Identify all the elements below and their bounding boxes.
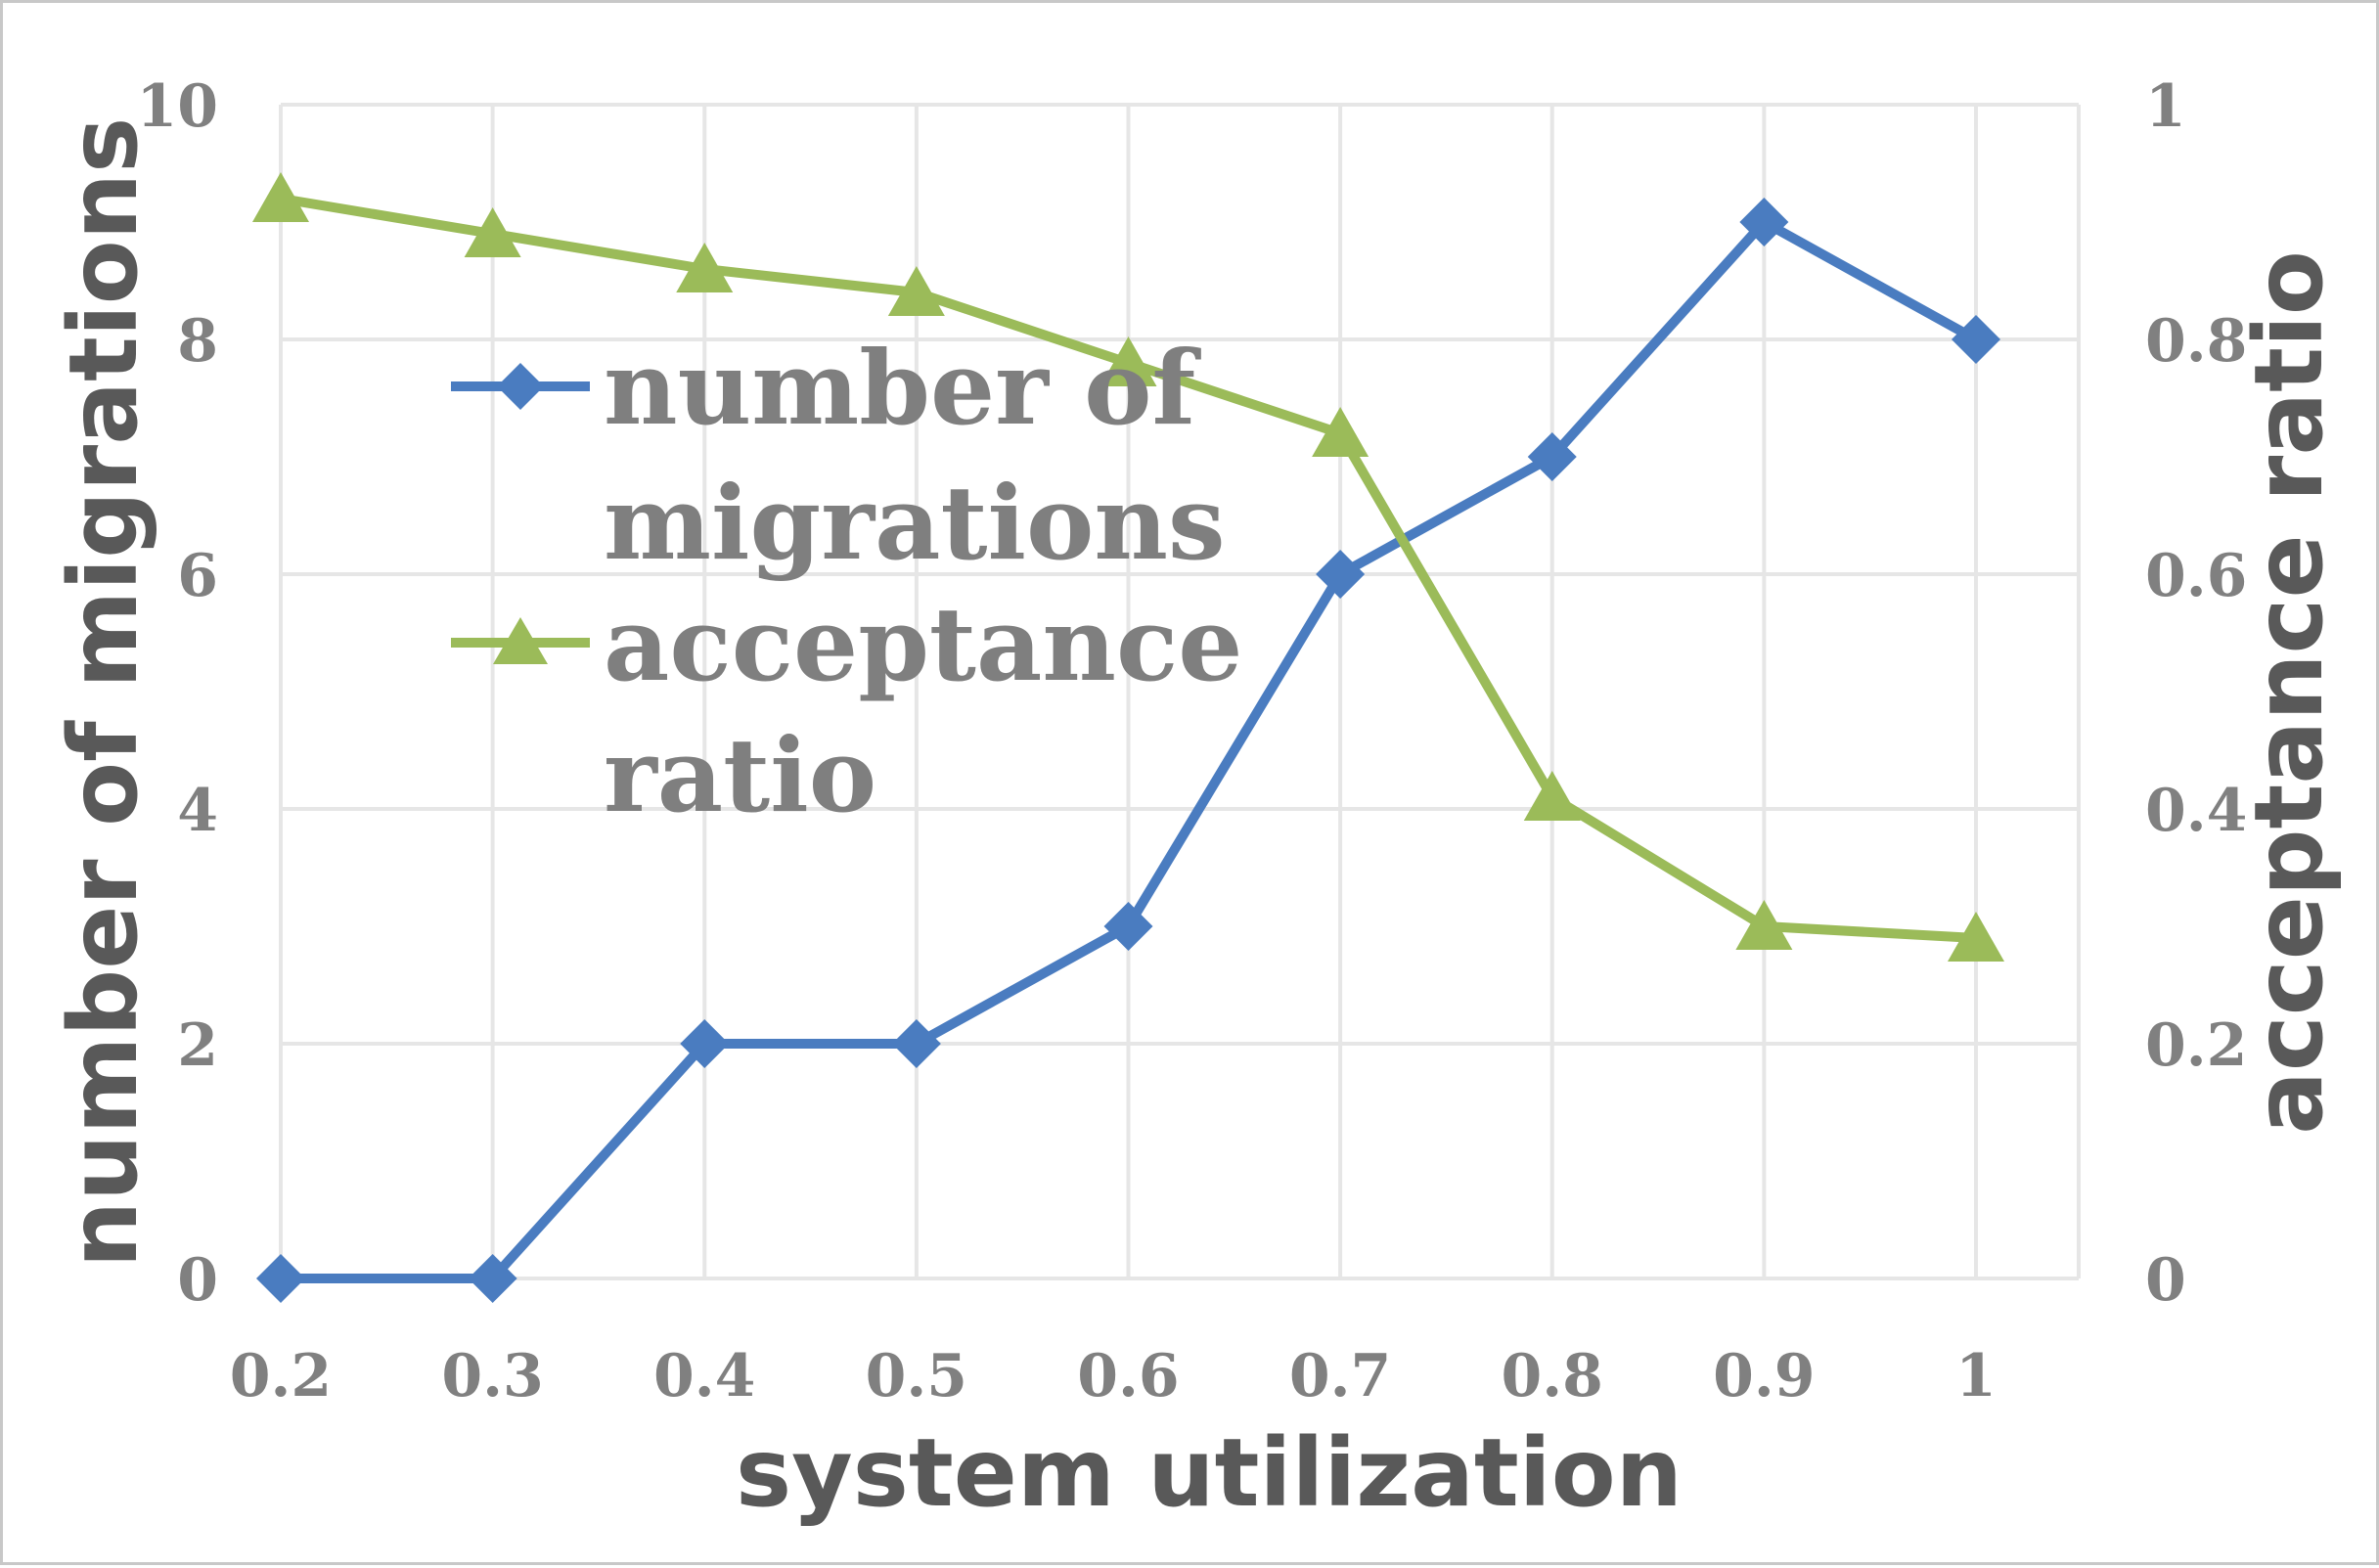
y-tick-label: 4 <box>177 777 218 845</box>
triangle-marker <box>1523 771 1581 821</box>
diamond-marker <box>256 1254 305 1303</box>
triangle-marker <box>1735 900 1793 950</box>
y-tick-label: 0 <box>177 1246 218 1315</box>
x-tick-label: 0.7 <box>1289 1342 1391 1411</box>
series-migrations <box>256 198 2000 1303</box>
y2-tick-label: 0.2 <box>2145 1011 2247 1080</box>
series-acceptance <box>252 172 2004 962</box>
y2-axis-title: acceptance ratio <box>2234 250 2344 1135</box>
diamond-marker <box>1527 432 1577 481</box>
triangle-marker <box>464 207 521 257</box>
triangle-marker <box>1312 407 1369 457</box>
left-axis-ticks: 0 2 4 6 8 10 <box>137 72 219 1315</box>
y-tick-label: 8 <box>177 307 218 376</box>
legend-label-acceptance-line1: acceptance <box>604 584 1242 704</box>
y-tick-label: 6 <box>177 542 218 610</box>
triangle-marker <box>252 172 309 222</box>
x-tick-label: 0.4 <box>653 1342 755 1411</box>
legend-label-migrations-line2: migrations <box>604 463 1226 583</box>
legend-triangle-marker <box>493 617 548 664</box>
diamond-marker <box>891 1019 941 1068</box>
legend-label-migrations-line1: number of <box>604 328 1202 448</box>
y2-tick-label: 0.6 <box>2145 542 2247 610</box>
right-axis-ticks: 0 0.2 0.4 0.6 0.8 1 <box>2145 72 2247 1315</box>
y2-tick-label: 0.4 <box>2145 777 2247 845</box>
triangle-marker <box>1948 912 2004 962</box>
grid-layer <box>279 103 2081 1280</box>
legend-diamond-marker <box>497 363 544 410</box>
diamond-marker <box>1739 198 1789 246</box>
x-tick-label: 0.2 <box>230 1342 332 1411</box>
y-axis-title: number of migrations <box>49 117 158 1268</box>
x-tick-label: 1 <box>1955 1342 1997 1411</box>
triangle-marker <box>1100 336 1157 386</box>
triangle-marker <box>676 243 734 292</box>
x-tick-label: 0.3 <box>441 1342 543 1411</box>
diamond-marker <box>680 1019 730 1068</box>
x-tick-label: 0.8 <box>1502 1342 1603 1411</box>
y2-tick-label: 0.8 <box>2145 307 2247 376</box>
x-axis-title: system utilization <box>736 1418 1683 1528</box>
x-tick-label: 0.5 <box>866 1342 967 1411</box>
legend-label-acceptance-line2: ratio <box>604 715 876 835</box>
diamond-marker <box>1103 902 1153 951</box>
legend: number of migrations acceptance ratio <box>451 328 1242 835</box>
diamond-marker <box>468 1254 517 1303</box>
y2-tick-label: 1 <box>2145 72 2186 141</box>
diamond-marker <box>1316 550 1366 599</box>
x-tick-label: 0.9 <box>1713 1342 1815 1411</box>
y-tick-label: 2 <box>177 1011 218 1080</box>
diamond-marker <box>1952 315 2000 364</box>
x-axis-ticks: 0.2 0.3 0.4 0.5 0.6 0.7 0.8 0.9 1 <box>230 1342 1997 1411</box>
y-tick-label: 10 <box>137 72 219 141</box>
series-layer <box>252 172 2004 1303</box>
y2-tick-label: 0 <box>2145 1246 2186 1315</box>
triangle-marker <box>887 266 945 316</box>
x-tick-label: 0.6 <box>1077 1342 1179 1411</box>
